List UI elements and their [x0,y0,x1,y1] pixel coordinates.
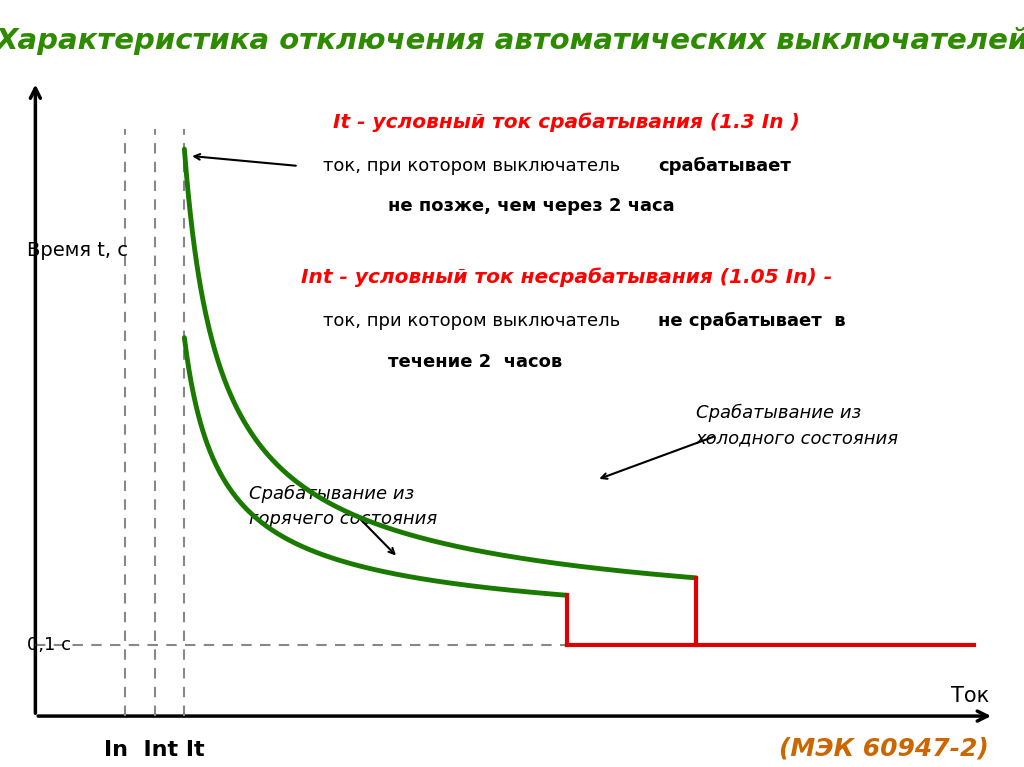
Text: In  Int It: In Int It [104,739,205,759]
Text: Int - условный ток несрабатывания (1.05 In) -: Int - условный ток несрабатывания (1.05 … [301,268,833,287]
Text: ток, при котором выключатель: ток, при котором выключатель [324,157,627,175]
Text: не срабатывает  в: не срабатывает в [658,312,846,331]
Text: It - условный ток срабатывания (1.3 In ): It - условный ток срабатывания (1.3 In ) [334,112,800,132]
Text: течение 2  часов: течение 2 часов [388,353,562,370]
Text: не позже, чем через 2 часа: не позже, чем через 2 часа [388,197,675,216]
Text: Время t, с: Время t, с [28,241,128,260]
Text: Срабатывание из
холодного состояния: Срабатывание из холодного состояния [696,404,899,447]
Text: ток, при котором выключатель: ток, при котором выключатель [324,312,627,331]
Text: Ток: Ток [950,686,989,706]
Text: Характеристика отключения автоматических выключателей: Характеристика отключения автоматических… [0,27,1024,55]
Text: срабатывает: срабатывает [658,157,792,175]
Text: (МЭК 60947-2): (МЭК 60947-2) [779,736,989,760]
Text: Срабатывание из
горячего состояния: Срабатывание из горячего состояния [249,486,437,528]
Text: 0,1 с: 0,1 с [28,636,72,654]
